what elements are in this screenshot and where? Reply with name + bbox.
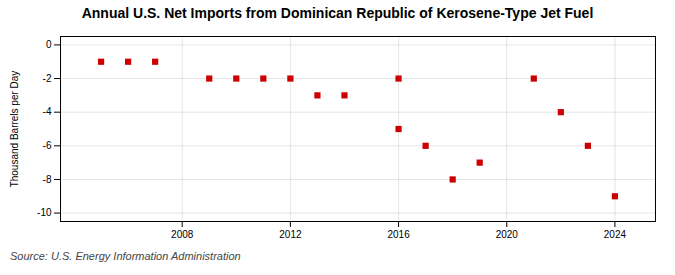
svg-text:2016: 2016 [387, 229, 410, 240]
svg-text:2020: 2020 [496, 229, 519, 240]
svg-text:2008: 2008 [171, 229, 194, 240]
svg-text:-6: -6 [43, 140, 52, 151]
svg-text:-10: -10 [37, 207, 52, 218]
svg-text:0: 0 [46, 39, 52, 50]
svg-text:2012: 2012 [279, 229, 302, 240]
svg-text:-8: -8 [43, 174, 52, 185]
svg-text:Thousand Barrels per Day: Thousand Barrels per Day [9, 71, 20, 188]
svg-text:-2: -2 [43, 73, 52, 84]
svg-text:-4: -4 [43, 106, 52, 117]
svg-text:2024: 2024 [604, 229, 627, 240]
html-text:Annual U.S. Net Imports from D: Annual U.S. Net Imports from Dominican R… [81, 5, 594, 21]
html-text:Source: U.S. Energy Informatio: Source: U.S. Energy Information Administ… [10, 250, 241, 262]
